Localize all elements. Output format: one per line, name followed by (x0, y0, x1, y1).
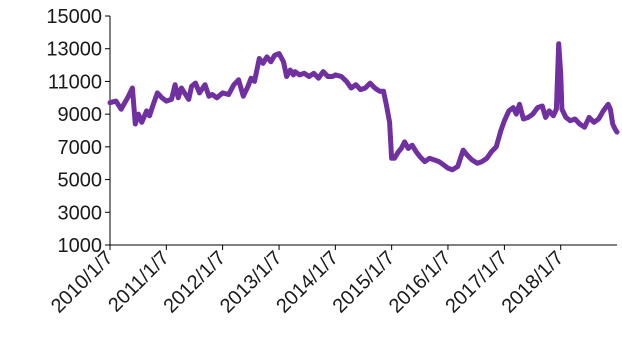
x-tick-label: 2018/1/7 (498, 247, 569, 318)
y-tick-label: 5000 (58, 170, 103, 192)
series-line-0 (107, 41, 620, 173)
x-tick-label: 2016/1/7 (385, 247, 456, 318)
y-tick-label: 9000 (58, 104, 103, 126)
x-tick-label: 2012/1/7 (160, 247, 231, 318)
y-tick-label: 13000 (46, 39, 102, 61)
y-tick-labels: 15000 13000 11000 9000 7000 5000 3000 1000 (46, 6, 110, 257)
y-tick-label: 3000 (58, 202, 103, 224)
y-tick-label: 7000 (58, 137, 103, 159)
series-layer (107, 41, 620, 173)
y-tick-label: 15000 (46, 6, 102, 28)
y-tick-label: 1000 (58, 235, 103, 257)
x-tick-label: 2010/1/7 (47, 247, 118, 318)
y-tick-label: 11000 (48, 71, 102, 93)
x-tick-labels: 2010/1/72011/1/72012/1/72013/1/72014/1/7… (47, 245, 568, 318)
